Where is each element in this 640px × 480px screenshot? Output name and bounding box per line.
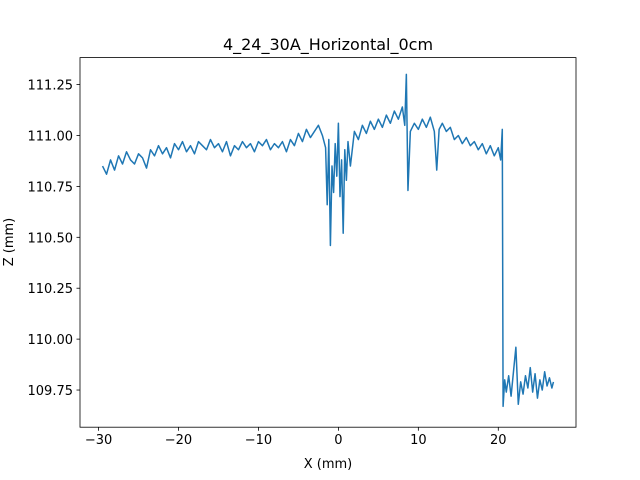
y-tick-label: 111.25 bbox=[28, 79, 74, 94]
x-axis-label: X (mm) bbox=[304, 457, 353, 472]
y-tick-label: 111.00 bbox=[28, 129, 74, 144]
plot-frame bbox=[79, 57, 577, 428]
y-axis-label: Z (mm) bbox=[2, 218, 17, 267]
y-tick-label: 110.75 bbox=[28, 180, 74, 195]
y-tick-label: 109.75 bbox=[28, 384, 74, 399]
x-tick-label: −30 bbox=[85, 433, 112, 448]
x-tick-label: 0 bbox=[334, 433, 342, 448]
y-tick-label: 110.00 bbox=[28, 333, 74, 348]
y-tick-label: 110.25 bbox=[28, 282, 74, 297]
x-tick-label: −10 bbox=[245, 433, 272, 448]
chart-title: 4_24_30A_Horizontal_0cm bbox=[223, 35, 433, 55]
x-tick-label: 20 bbox=[490, 433, 507, 448]
data-line bbox=[101, 73, 555, 408]
x-tick-label: −20 bbox=[165, 433, 192, 448]
y-tick-label: 110.50 bbox=[28, 231, 74, 246]
x-tick-label: 10 bbox=[410, 433, 427, 448]
